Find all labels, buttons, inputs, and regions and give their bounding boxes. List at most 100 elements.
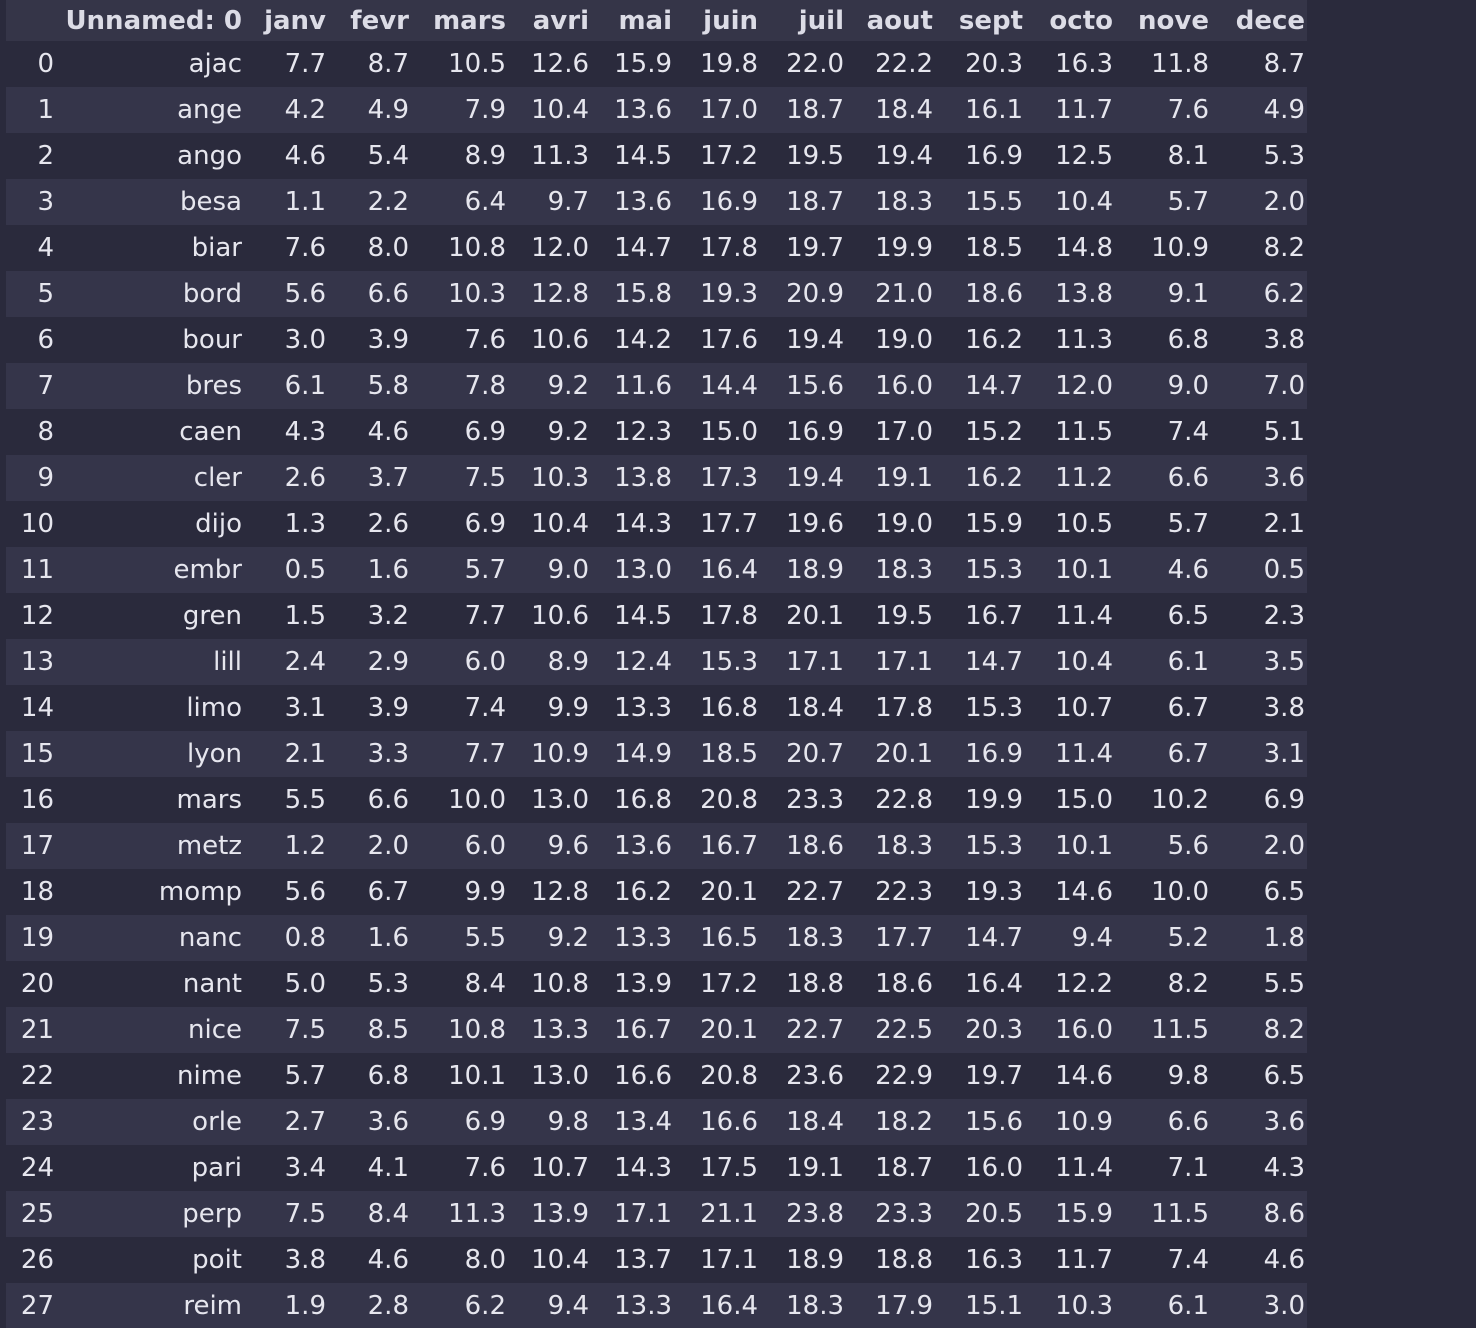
column-header: sept	[935, 0, 1025, 41]
value-cell: 18.7	[760, 87, 846, 133]
value-cell: 14.6	[1025, 869, 1115, 915]
table-row: 11 embr 0.5 1.6 5.7 9.0 13.0 16.4 18.9 18.3 15.3 10…	[6, 547, 1307, 593]
value-cell: 10.7	[1025, 685, 1115, 731]
table-row: 16 mars 5.5 6.6 10.0 13.0 16.8 20.8 23.3 22.8 19.9…	[6, 777, 1307, 823]
value-cell: 13.6	[591, 823, 674, 869]
value-cell: 16.6	[674, 1099, 760, 1145]
value-cell: 16.8	[674, 685, 760, 731]
column-header: juin	[674, 0, 760, 41]
column-header: Unnamed: 0	[56, 0, 244, 41]
value-cell: 18.8	[846, 1237, 935, 1283]
value-cell: 17.0	[674, 87, 760, 133]
value-cell: 15.2	[935, 409, 1025, 455]
value-cell: 9.9	[508, 685, 591, 731]
value-cell: 10.4	[1025, 179, 1115, 225]
value-cell: 2.9	[328, 639, 411, 685]
value-cell: 9.0	[1115, 363, 1211, 409]
value-cell: 14.4	[674, 363, 760, 409]
row-index: 0	[6, 41, 56, 87]
value-cell: 5.8	[328, 363, 411, 409]
value-cell: 14.3	[591, 1145, 674, 1191]
value-cell: 9.8	[508, 1099, 591, 1145]
value-cell: 5.5	[411, 915, 508, 961]
value-cell: 16.2	[591, 869, 674, 915]
value-cell: 3.5	[1211, 639, 1307, 685]
value-cell: 16.9	[760, 409, 846, 455]
value-cell: 6.8	[328, 1053, 411, 1099]
value-cell: 18.4	[760, 685, 846, 731]
value-cell: 4.9	[328, 87, 411, 133]
value-cell: 7.6	[411, 317, 508, 363]
value-cell: 9.2	[508, 363, 591, 409]
value-cell: 2.0	[1211, 179, 1307, 225]
value-cell: 3.0	[244, 317, 328, 363]
value-cell: 11.3	[411, 1191, 508, 1237]
value-cell: 17.2	[674, 961, 760, 1007]
row-index: 23	[6, 1099, 56, 1145]
value-cell: 3.6	[1211, 1099, 1307, 1145]
value-cell: 11.5	[1025, 409, 1115, 455]
value-cell: 2.2	[328, 179, 411, 225]
value-cell: 8.0	[411, 1237, 508, 1283]
value-cell: 13.0	[508, 777, 591, 823]
table-row: 25 perp 7.5 8.4 11.3 13.9 17.1 21.1 23.8 23.3 20.5…	[6, 1191, 1307, 1237]
value-cell: 11.8	[1115, 41, 1211, 87]
row-index: 14	[6, 685, 56, 731]
value-cell: 8.1	[1115, 133, 1211, 179]
value-cell: 2.4	[244, 639, 328, 685]
value-cell: 17.8	[846, 685, 935, 731]
value-cell: 5.3	[328, 961, 411, 1007]
value-cell: 19.1	[846, 455, 935, 501]
table-row: 12 gren 1.5 3.2 7.7 10.6 14.5 17.8 20.1 19.5 16.7 1…	[6, 593, 1307, 639]
value-cell: 3.8	[1211, 317, 1307, 363]
row-index: 17	[6, 823, 56, 869]
value-cell: 16.9	[674, 179, 760, 225]
value-cell: 7.6	[411, 1145, 508, 1191]
value-cell: 17.1	[591, 1191, 674, 1237]
value-cell: 22.7	[760, 869, 846, 915]
value-cell: 12.8	[508, 271, 591, 317]
value-cell: 18.3	[760, 1283, 846, 1328]
row-index: 6	[6, 317, 56, 363]
value-cell: 15.3	[674, 639, 760, 685]
city-cell: pari	[56, 1145, 244, 1191]
value-cell: 22.5	[846, 1007, 935, 1053]
value-cell: 19.4	[760, 455, 846, 501]
value-cell: 11.3	[1025, 317, 1115, 363]
value-cell: 16.4	[935, 961, 1025, 1007]
value-cell: 17.1	[674, 1237, 760, 1283]
value-cell: 19.9	[846, 225, 935, 271]
value-cell: 7.7	[411, 731, 508, 777]
value-cell: 10.6	[508, 317, 591, 363]
value-cell: 15.3	[935, 547, 1025, 593]
value-cell: 7.6	[1115, 87, 1211, 133]
value-cell: 7.5	[244, 1191, 328, 1237]
value-cell: 6.7	[1115, 685, 1211, 731]
value-cell: 15.1	[935, 1283, 1025, 1328]
value-cell: 5.7	[244, 1053, 328, 1099]
value-cell: 1.6	[328, 547, 411, 593]
value-cell: 16.9	[935, 133, 1025, 179]
value-cell: 14.7	[591, 225, 674, 271]
value-cell: 17.6	[674, 317, 760, 363]
value-cell: 4.6	[1211, 1237, 1307, 1283]
table-row: 27 reim 1.9 2.8 6.2 9.4 13.3 16.4 18.3 17.9 15.1 10…	[6, 1283, 1307, 1328]
value-cell: 9.1	[1115, 271, 1211, 317]
city-cell: ango	[56, 133, 244, 179]
value-cell: 0.5	[1211, 547, 1307, 593]
value-cell: 15.0	[1025, 777, 1115, 823]
row-index: 5	[6, 271, 56, 317]
value-cell: 17.3	[674, 455, 760, 501]
value-cell: 2.0	[328, 823, 411, 869]
value-cell: 18.2	[846, 1099, 935, 1145]
value-cell: 22.9	[846, 1053, 935, 1099]
value-cell: 16.0	[935, 1145, 1025, 1191]
value-cell: 4.3	[244, 409, 328, 455]
value-cell: 6.9	[1211, 777, 1307, 823]
value-cell: 2.0	[1211, 823, 1307, 869]
value-cell: 5.6	[244, 271, 328, 317]
value-cell: 7.9	[411, 87, 508, 133]
value-cell: 18.7	[846, 1145, 935, 1191]
value-cell: 13.8	[1025, 271, 1115, 317]
value-cell: 18.5	[674, 731, 760, 777]
